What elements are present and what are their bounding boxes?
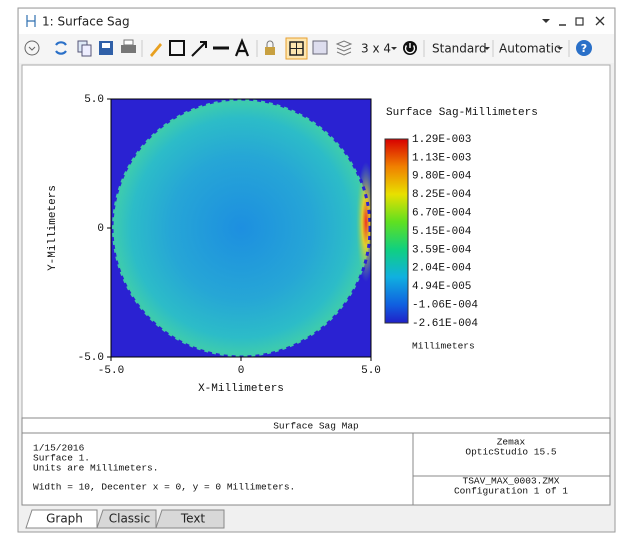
- style-dropdown[interactable]: Standard: [432, 42, 487, 56]
- colorbar-label: 6.70E-004: [412, 208, 472, 220]
- pencil-button[interactable]: [150, 43, 162, 57]
- info-line: Surface 1.: [33, 453, 90, 464]
- power-icon: [404, 43, 416, 54]
- save-icon-label: [102, 43, 110, 48]
- colorbar-label: -2.61E-004: [412, 318, 478, 330]
- x-axis-label: X-Millimeters: [198, 383, 284, 395]
- dropdown-arrow: [557, 47, 563, 50]
- settings-toggle[interactable]: [24, 40, 40, 56]
- text-button[interactable]: [234, 38, 250, 57]
- colorbar-label: 3.59E-004: [412, 244, 472, 256]
- colorbar: [384, 138, 409, 324]
- y-axis-label: Y-Millimeters: [47, 185, 59, 271]
- tab-label[interactable]: Text: [180, 512, 206, 526]
- x-tick-label: -5.0: [98, 365, 124, 377]
- y-tick-label: 5.0: [84, 94, 104, 106]
- x-tick-label: 5.0: [361, 365, 381, 377]
- maximize-button[interactable]: [575, 17, 584, 26]
- scale-dropdown[interactable]: Automatic: [499, 42, 561, 56]
- info-line: Units are Millimeters.: [33, 463, 158, 474]
- refresh-button[interactable]: [55, 41, 67, 55]
- colorbar-label: 9.80E-004: [412, 171, 472, 183]
- tab-label[interactable]: Classic: [109, 512, 151, 526]
- colorbar-label: 4.94E-005: [412, 281, 471, 293]
- info-line: 1/15/2016: [33, 443, 85, 454]
- x-tick-label: 0: [238, 365, 245, 377]
- tab[interactable]: [25, 509, 98, 529]
- colorbar-label: 1.29E-003: [412, 134, 471, 146]
- close-button[interactable]: [595, 16, 605, 26]
- colorbar-label: -1.06E-004: [412, 300, 478, 312]
- y-tick-label: 0: [97, 223, 104, 235]
- settings-arrow: [28, 46, 36, 51]
- lock-button[interactable]: [265, 47, 275, 55]
- help-button[interactable]: [576, 40, 592, 56]
- help-icon: ?: [581, 42, 587, 55]
- print-paper: [123, 39, 134, 46]
- colorbar-label: 1.13E-003: [412, 152, 471, 164]
- colorbar-label: 2.04E-004: [412, 263, 472, 275]
- title-bar: [19, 9, 614, 34]
- window-button[interactable]: [312, 40, 328, 55]
- sag-disc: [112, 99, 370, 357]
- info-line: Width = 10, Decenter x = 0, y = 0 Millim…: [33, 482, 295, 493]
- info-file: TSAV_MAX_0003.ZMX: [463, 476, 560, 487]
- window-title: 1: Surface Sag: [42, 15, 130, 29]
- colorbar-title: Surface Sag-Millimeters: [386, 107, 538, 119]
- sag-disc-edge: [111, 99, 371, 357]
- layout-dropdown[interactable]: 3 x 4: [361, 42, 391, 56]
- dropdown-arrow: [484, 47, 490, 50]
- info-product: OpticStudio 15.5: [465, 447, 557, 458]
- y-tick-label: -5.0: [78, 352, 104, 364]
- info-company: Zemax: [497, 437, 526, 448]
- lock-shackle: [266, 40, 274, 47]
- dropdown-arrow: [391, 47, 397, 50]
- colorbar-label: 8.25E-004: [412, 189, 472, 201]
- rectangle-button[interactable]: [169, 40, 185, 56]
- tab[interactable]: [155, 509, 225, 529]
- info-configuration: Configuration 1 of 1: [454, 486, 568, 497]
- window-menu-button[interactable]: [542, 19, 550, 23]
- tab-label[interactable]: Graph: [46, 512, 83, 526]
- info-title: Surface Sag Map: [273, 421, 359, 432]
- print-button[interactable]: [121, 45, 136, 53]
- layers-button[interactable]: [335, 40, 353, 56]
- grid-icon-cross: [290, 42, 303, 55]
- colorbar-label: 5.15E-004: [412, 226, 472, 238]
- window-icon: [26, 15, 36, 27]
- tab[interactable]: [96, 509, 157, 529]
- sag-map: [111, 99, 371, 357]
- arrow-button[interactable]: [191, 41, 207, 57]
- toolbar-icons: 3 x 4 Standard Automatic ?: [24, 37, 592, 60]
- copy-button-back: [81, 44, 92, 57]
- colorbar-units: Millimeters: [412, 341, 475, 352]
